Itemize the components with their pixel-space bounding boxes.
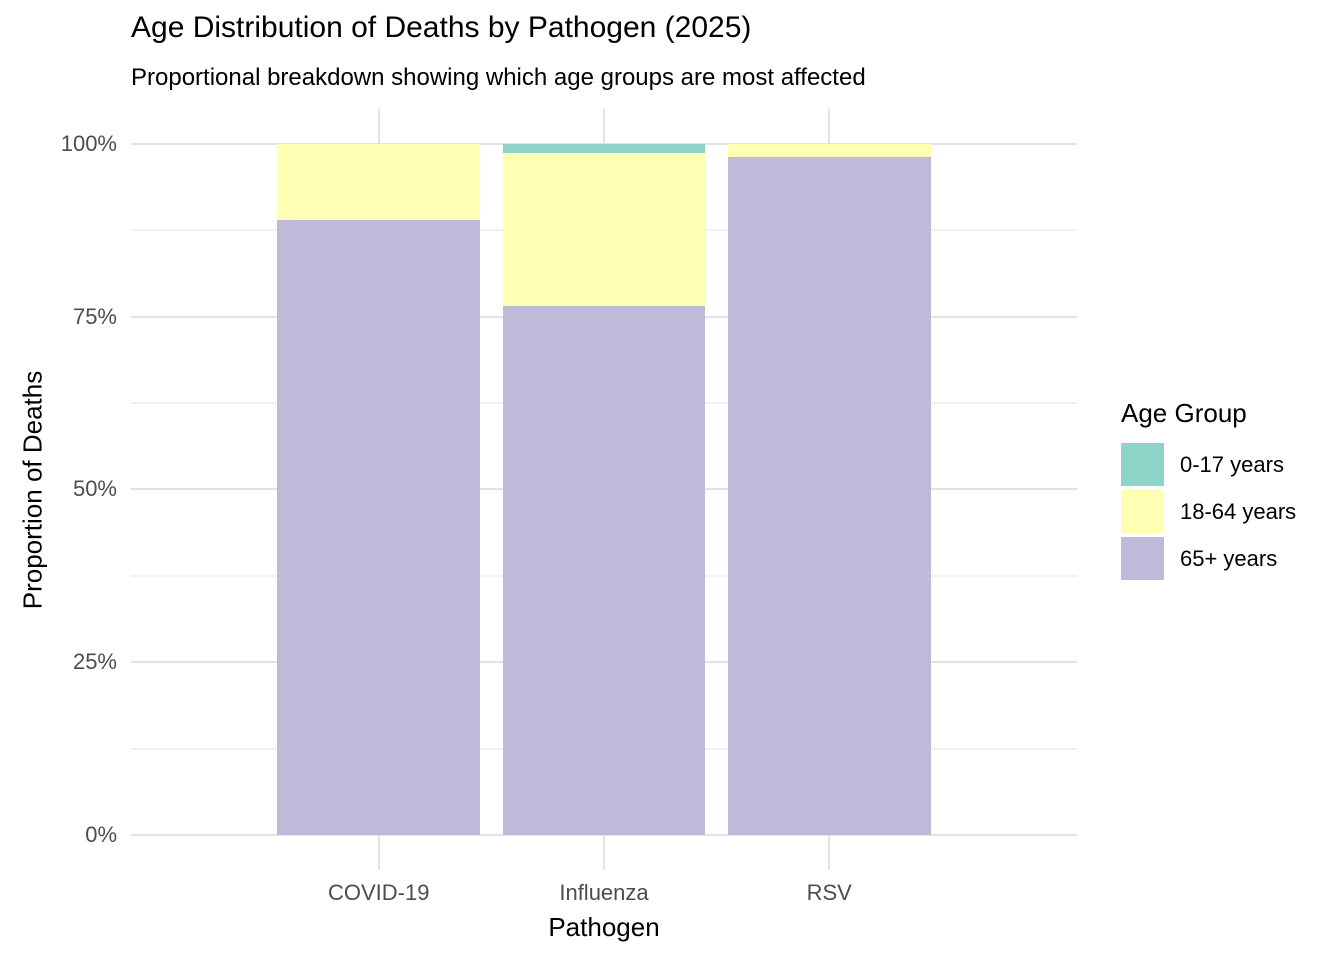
- bar-segment-Influenza-0-17 years: [502, 143, 706, 154]
- legend-key-18-64 years: 18-64 years: [1121, 490, 1338, 533]
- bar-COVID-19: [277, 143, 481, 835]
- x-tick-label-Influenza: Influenza: [559, 880, 649, 905]
- x-axis-title: Pathogen: [548, 912, 660, 942]
- bar-RSV: [727, 143, 931, 835]
- y-tick-label-50%: 50%: [72, 476, 117, 502]
- legend: Age Group 0-17 years 18-64 years 65+ years: [1113, 398, 1338, 584]
- bar-segment-Influenza-65+ years: [502, 305, 706, 835]
- bar-segment-RSV-65+ years: [727, 156, 931, 835]
- legend-title: Age Group: [1121, 398, 1247, 428]
- legend-keys: 0-17 years 18-64 years 65+ years: [1113, 443, 1338, 580]
- legend-label-0-17 years: 0-17 years: [1180, 451, 1284, 477]
- legend-key-65+ years: 65+ years: [1121, 537, 1338, 580]
- chart-title: Age Distribution of Deaths by Pathogen (…: [131, 11, 752, 44]
- legend-swatch-0-17 years: [1121, 443, 1164, 486]
- y-axis-tick-labels: 0% 25% 50% 75% 100%: [0, 109, 117, 870]
- legend-label-18-64 years: 18-64 years: [1180, 498, 1297, 524]
- y-tick-label-25%: 25%: [72, 649, 117, 675]
- legend-swatch-65+ years: [1121, 537, 1164, 580]
- x-tick-label-COVID-19: COVID-19: [328, 880, 430, 905]
- legend-swatch-18-64 years: [1121, 490, 1164, 533]
- plot-panel: [131, 109, 1077, 870]
- y-tick-label-75%: 75%: [72, 303, 117, 329]
- bar-segment-COVID-19-18-64 years: [277, 143, 481, 221]
- bar-segment-RSV-18-64 years: [727, 143, 931, 157]
- x-tick-label-RSV: RSV: [806, 880, 852, 905]
- legend-key-0-17 years: 0-17 years: [1121, 443, 1338, 486]
- chart-subtitle: Proportional breakdown showing which age…: [131, 64, 866, 91]
- bar-segment-Influenza-18-64 years: [502, 153, 706, 306]
- bar-Influenza: [502, 143, 706, 835]
- legend-label-65+ years: 65+ years: [1180, 545, 1278, 571]
- y-tick-label-0%: 0%: [85, 821, 117, 847]
- x-axis-tick-labels: COVID-19 Influenza RSV: [131, 880, 1077, 906]
- y-tick-label-100%: 100%: [60, 130, 117, 156]
- bar-segment-COVID-19-65+ years: [277, 220, 481, 835]
